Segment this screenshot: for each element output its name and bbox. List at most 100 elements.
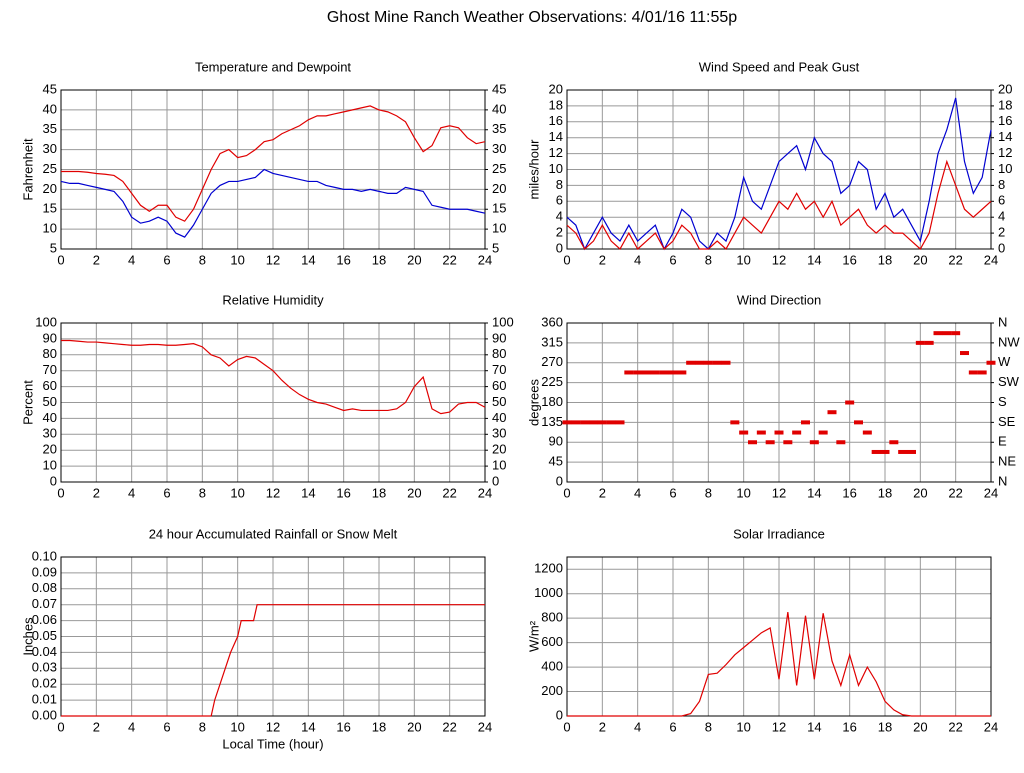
y2-tick-label: 40 [492,410,506,425]
x-tick-label: 6 [163,252,170,267]
data-line [61,105,486,222]
x-tick-label: 10 [230,485,244,500]
y-tick-label: 4 [556,209,563,224]
direction-mark [721,360,731,365]
data-line [567,611,991,717]
page-title: Ghost Mine Ranch Weather Observations: 4… [327,9,737,26]
y-tick-label: 600 [541,634,563,649]
x-tick-label: 16 [336,252,350,267]
plot-frame [60,322,486,483]
y2-tick-label: 2 [998,225,1005,240]
x-tick-label: 12 [266,719,280,734]
x-tick-label: 22 [948,719,962,734]
x-tick-label: 4 [128,719,135,734]
y-tick-label: 200 [541,683,563,698]
x-tick-label: 12 [266,485,280,500]
direction-mark [809,440,819,445]
y-tick-label: 45 [43,81,57,96]
y2-tick-label: 12 [998,145,1012,160]
direction-mark [712,360,722,365]
x-tick-label: 24 [984,485,998,500]
direction-mark [633,370,643,375]
direction-mark [562,420,572,425]
y-tick-label: 0.01 [32,692,57,707]
y2-tick-label: 14 [998,129,1012,144]
y2-tick-label: 5 [492,240,499,255]
x-tick-label: 24 [478,719,492,734]
y-axis-label: miles/hour [526,139,541,200]
x-tick-label: 4 [128,485,135,500]
data-line [61,339,486,415]
direction-mark [889,440,899,445]
direction-mark [880,449,890,454]
x-tick-label: 2 [599,252,606,267]
y-tick-label: 800 [541,610,563,625]
x-tick-label: 4 [634,719,641,734]
x-tick-label: 2 [599,485,606,500]
y-tick-label: 360 [541,314,563,329]
y2-tick-label: W [998,354,1011,369]
y2-tick-label: N [998,473,1007,488]
x-tick-label: 14 [301,485,315,500]
data-line [566,97,992,251]
x-tick-label: 2 [93,252,100,267]
x-tick-label: 24 [984,719,998,734]
direction-mark [642,370,651,375]
y-tick-label: 1000 [534,585,563,600]
direction-mark [977,370,987,375]
x-tick-label: 10 [736,485,750,500]
y-tick-label: 0.08 [32,580,57,595]
y2-tick-label: 15 [492,201,506,216]
direction-mark [748,440,757,445]
x-tick-label: 12 [772,719,786,734]
y-tick-label: 45 [549,454,563,469]
y-tick-label: 0.09 [32,564,57,579]
x-tick-label: 6 [163,485,170,500]
x-axis-label: Local Time (hour) [222,736,323,751]
y-tick-label: 400 [541,659,563,674]
y2-tick-label: S [998,394,1007,409]
y-tick-label: 20 [549,81,563,96]
y2-tick-label: 35 [492,121,506,136]
y-tick-label: 90 [43,330,57,345]
direction-mark [730,420,740,425]
x-tick-label: 16 [842,719,856,734]
x-tick-label: 10 [230,252,244,267]
y-tick-label: 10 [43,458,57,473]
y-tick-label: 18 [549,97,563,112]
x-tick-label: 18 [878,719,892,734]
plot-frame [566,89,992,250]
y-tick-label: 2 [556,225,563,240]
data-line [61,604,485,717]
y-tick-label: 270 [541,354,563,369]
x-tick-label: 16 [336,719,350,734]
y2-tick-label: 0 [492,473,499,488]
x-tick-label: 22 [948,252,962,267]
y-tick-label: 30 [43,426,57,441]
direction-mark [968,370,978,375]
y-axis-label: Fahrenheit [20,138,35,201]
chart-title: Solar Irradiance [733,526,825,541]
y-tick-label: 20 [43,181,57,196]
y2-tick-label: 90 [492,330,506,345]
plot-frame [60,89,486,250]
y-axis-label: Percent [20,380,35,425]
y2-tick-label: 25 [492,161,506,176]
y-tick-label: 315 [541,334,563,349]
direction-mark [818,430,828,435]
direction-mark [924,340,934,345]
direction-mark [580,420,590,425]
direction-mark [986,360,996,365]
direction-mark [695,360,704,365]
y2-tick-label: 6 [998,193,1005,208]
y-tick-label: 40 [43,101,57,116]
direction-mark [836,440,846,445]
direction-mark [677,370,687,375]
x-tick-label: 6 [669,485,676,500]
x-tick-label: 12 [772,252,786,267]
y2-tick-label: 16 [998,113,1012,128]
direction-mark [756,430,766,435]
y-tick-label: 60 [43,378,57,393]
x-tick-label: 24 [478,485,492,500]
y-tick-label: 35 [43,121,57,136]
